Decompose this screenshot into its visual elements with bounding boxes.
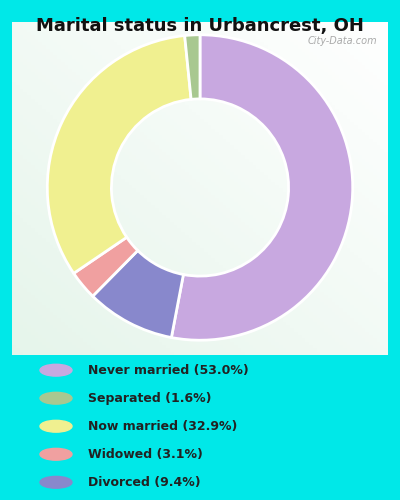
Circle shape [40, 364, 72, 376]
Text: City-Data.com: City-Data.com [307, 36, 377, 46]
Wedge shape [47, 36, 191, 274]
Circle shape [40, 448, 72, 460]
Circle shape [40, 420, 72, 432]
Text: Divorced (9.4%): Divorced (9.4%) [88, 476, 201, 489]
Wedge shape [171, 35, 353, 340]
Text: Never married (53.0%): Never married (53.0%) [88, 364, 249, 376]
Circle shape [40, 476, 72, 488]
Wedge shape [74, 238, 138, 296]
Text: Now married (32.9%): Now married (32.9%) [88, 420, 237, 432]
Wedge shape [185, 35, 200, 100]
Text: Marital status in Urbancrest, OH: Marital status in Urbancrest, OH [36, 18, 364, 36]
Wedge shape [93, 250, 184, 338]
Text: Separated (1.6%): Separated (1.6%) [88, 392, 212, 404]
Text: Widowed (3.1%): Widowed (3.1%) [88, 448, 203, 461]
Circle shape [40, 392, 72, 404]
